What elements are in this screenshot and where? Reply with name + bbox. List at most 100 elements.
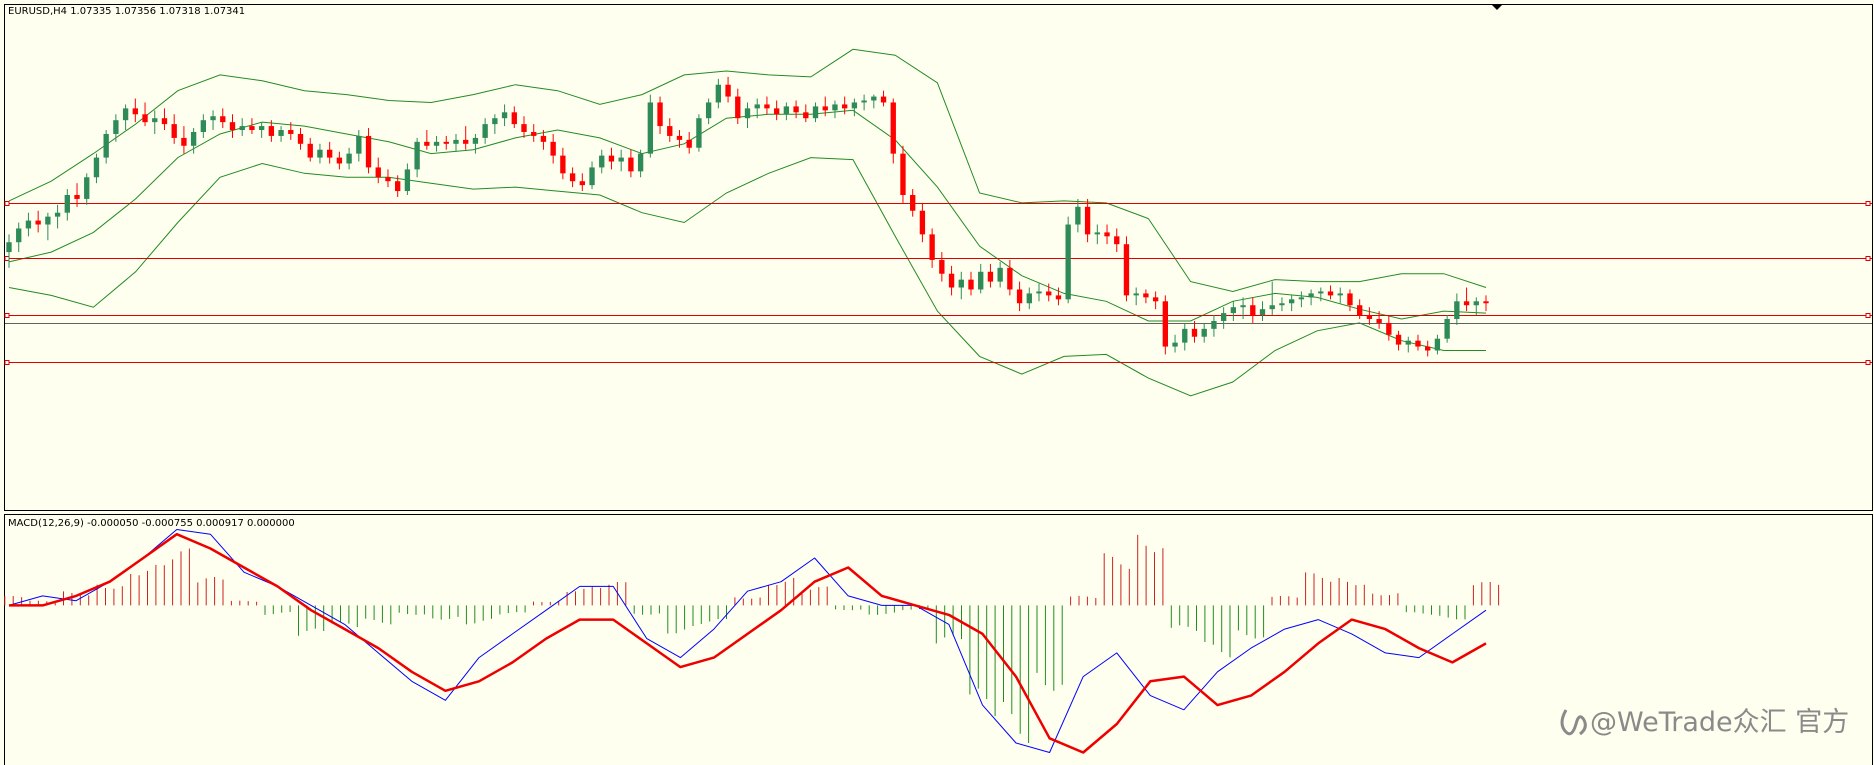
candle-body	[1230, 307, 1237, 314]
candle-body	[365, 135, 372, 168]
candle-body	[958, 279, 964, 288]
watermark: @WeTrade众汇 官方	[1560, 707, 1849, 738]
candle-body	[803, 112, 809, 119]
bollinger-middle	[8, 109, 1487, 322]
candle-body	[511, 112, 517, 125]
macd-header: MACD(12,26,9) -0.000050 -0.000755 0.0009…	[8, 518, 295, 529]
candle-body	[1483, 301, 1489, 304]
candle-body	[705, 102, 712, 119]
candle-body	[64, 194, 70, 213]
candle-body	[910, 194, 916, 211]
candle-body	[356, 135, 362, 154]
candle-body	[579, 181, 585, 186]
candle-body	[1259, 309, 1266, 316]
candle-body	[463, 139, 469, 144]
candle-body	[978, 271, 984, 290]
candle-body	[1075, 206, 1081, 225]
candle-body	[1143, 293, 1149, 298]
level-handle-left-0	[4, 201, 10, 206]
macd-pane-frame	[4, 514, 1873, 765]
candle-body	[1298, 297, 1305, 300]
candle-body	[307, 143, 313, 158]
candle-body	[1250, 305, 1256, 316]
wetrade-logo-icon	[1560, 709, 1587, 736]
level-handle-left-1	[4, 256, 10, 261]
candle-body	[16, 228, 22, 243]
macd-signal-line	[9, 532, 1487, 754]
candle-body	[599, 155, 605, 168]
candle-body	[676, 135, 683, 140]
candle-body	[1415, 340, 1421, 347]
candle-body	[715, 84, 722, 103]
price-pane-frame	[4, 4, 1873, 511]
candle-body	[667, 126, 673, 136]
candle-body	[608, 155, 615, 162]
candle-body	[1434, 338, 1441, 351]
candle-body	[900, 153, 906, 195]
candle-body	[142, 114, 148, 123]
candle-body	[1211, 320, 1217, 329]
level-handle-right-0	[1865, 201, 1871, 206]
candle-body	[443, 141, 449, 144]
candle-body	[1425, 346, 1431, 351]
level-handle-right-1	[1865, 256, 1871, 261]
candle-body	[113, 120, 119, 134]
candle-body	[1444, 319, 1450, 339]
candle-body	[686, 139, 692, 148]
candle-body	[1026, 293, 1032, 304]
candle-body	[987, 271, 994, 282]
candle-body	[589, 167, 595, 186]
candle-body	[822, 106, 828, 111]
candle-body	[336, 157, 343, 164]
candle-body	[618, 157, 624, 162]
candle-body	[929, 234, 935, 260]
candle-body	[861, 100, 867, 103]
candle-body	[433, 141, 440, 146]
candle-body	[404, 169, 411, 192]
candle-body	[1191, 328, 1198, 337]
candle-body	[181, 137, 187, 146]
candle-body	[871, 96, 877, 101]
candle-body	[395, 181, 401, 192]
candle-body	[1366, 315, 1373, 320]
level-handle-left-2	[4, 313, 10, 318]
candle-body	[152, 118, 158, 123]
candle-body	[1084, 206, 1091, 235]
candle-body	[317, 149, 323, 158]
candle-body	[1104, 232, 1110, 237]
candle-body	[229, 122, 236, 131]
candle-body	[414, 141, 420, 170]
candle-body	[773, 108, 780, 115]
candle-body	[35, 220, 41, 225]
candle-body	[326, 149, 333, 158]
candle-body	[1318, 291, 1324, 294]
candle-body	[939, 259, 945, 274]
candle-body	[754, 104, 760, 109]
candle-body	[628, 157, 634, 172]
watermark-text: @WeTrade众汇 官方	[1590, 707, 1849, 738]
candle-body	[1016, 289, 1023, 304]
candle-body	[1405, 340, 1411, 345]
candle-body	[735, 96, 741, 119]
candle-body	[890, 102, 896, 154]
candle-body	[1133, 293, 1139, 296]
horizontal-levels[interactable]	[4, 201, 1872, 365]
macd-lines	[8, 529, 1487, 754]
candle-body	[385, 177, 391, 182]
level-handle-right-3	[1865, 360, 1871, 365]
candle-body	[1201, 328, 1207, 337]
candle-body	[521, 124, 527, 132]
candle-body	[1463, 301, 1470, 306]
candle-body	[161, 118, 168, 125]
candle-body	[171, 124, 177, 138]
shift-marker-icon[interactable]	[1491, 4, 1503, 10]
candle-body	[948, 273, 955, 288]
level-handle-left-3	[4, 360, 10, 365]
candle-body	[220, 116, 226, 123]
candle-body	[997, 267, 1003, 282]
candle-body	[1162, 301, 1169, 347]
candle-body	[540, 135, 547, 142]
candle-body	[968, 279, 974, 290]
candle-body	[919, 210, 926, 235]
